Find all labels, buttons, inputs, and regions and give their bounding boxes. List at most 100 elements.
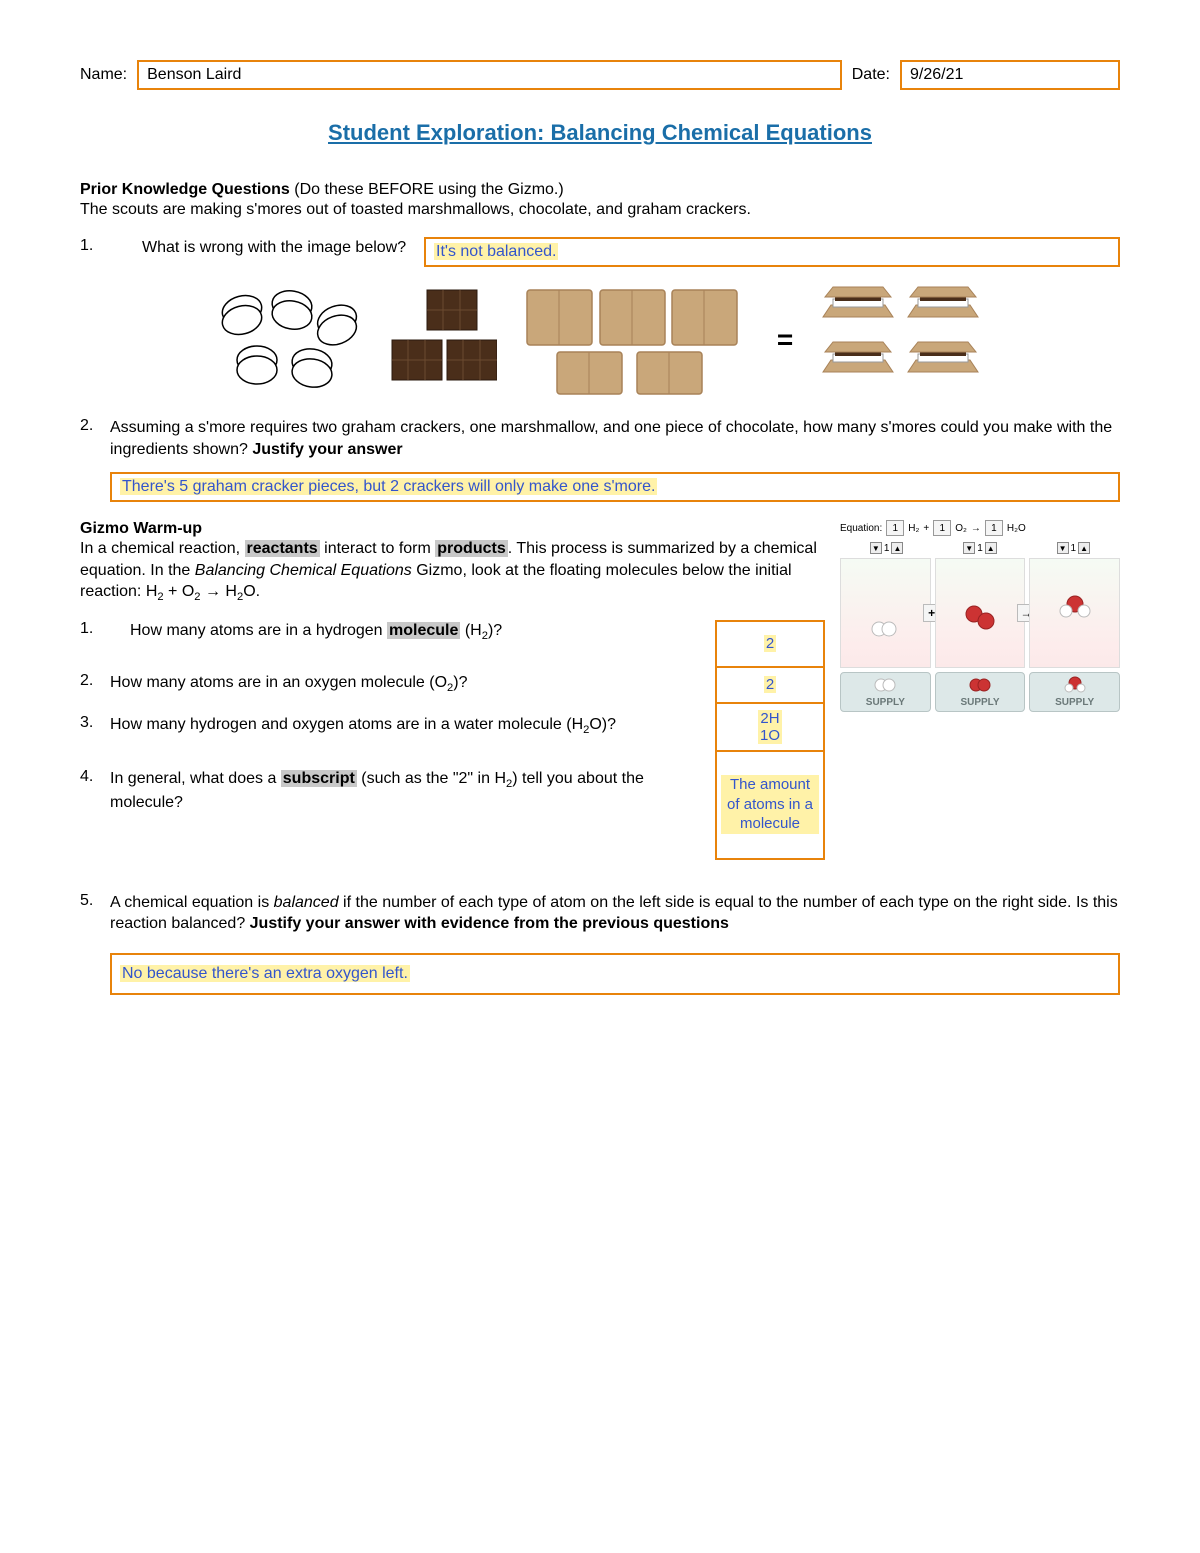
wa4: The amount of atoms in a molecule [721, 775, 819, 834]
up-icon[interactable]: ▲ [891, 542, 903, 554]
term-products: products [435, 540, 507, 557]
wa3-box[interactable]: 2H 1O [715, 702, 825, 752]
prior-q2-row: 2. Assuming a s'more requires two graham… [80, 417, 1120, 460]
supply-h2[interactable]: SUPPLY [840, 672, 931, 712]
q1-text: What is wrong with the image below? [142, 237, 412, 259]
wq5-answer: No because there's an extra oxygen left. [120, 965, 410, 982]
mol-col-h2: + [840, 558, 931, 668]
wa2: 2 [764, 676, 776, 693]
supply-row: SUPPLY SUPPLY SUPPLY [840, 672, 1120, 712]
wq5-answer-box[interactable]: No because there's an extra oxygen left. [110, 953, 1120, 995]
wq1-a: How many atoms are in a hydrogen [130, 622, 387, 639]
q2-number: 2. [80, 417, 110, 435]
gizmo-panel: Equation: 1 H₂ + 1 O₂ → 1 H₂O ▼1▲ ▼1▲ ▼1… [840, 520, 1120, 712]
down-icon[interactable]: ▼ [963, 542, 975, 554]
supply-label: SUPPLY [1055, 697, 1094, 708]
prior-intro: The scouts are making s'mores out of toa… [80, 201, 1120, 219]
wq3-num: 3. [80, 714, 110, 732]
supply-label: SUPPLY [960, 697, 999, 708]
warmup-ital: Balancing Chemical Equations [195, 562, 412, 579]
q1-answer-box[interactable]: It's not balanced. [424, 237, 1120, 267]
wq3-b: O)? [589, 716, 616, 733]
wq5-text: A chemical equation is balanced if the n… [110, 892, 1120, 935]
up-icon[interactable]: ▲ [1078, 542, 1090, 554]
wq4-num: 4. [80, 768, 110, 786]
wa3a: 2H [758, 710, 781, 727]
wa3b: 1O [758, 727, 782, 744]
molecule-area: + → [840, 558, 1120, 668]
warmup-heading: Gizmo Warm-up [80, 520, 202, 537]
crackers-group [522, 282, 752, 397]
wq2-text: How many atoms are in an oxygen molecule… [110, 672, 468, 696]
date-field[interactable]: 9/26/21 [900, 60, 1120, 90]
stepper-h2o[interactable]: ▼1▲ [1057, 542, 1091, 554]
down-icon[interactable]: ▼ [1057, 542, 1069, 554]
wq5-a: A chemical equation is [110, 894, 274, 911]
q2-text: Assuming a s'more requires two graham cr… [110, 417, 1120, 460]
header-row: Name: Benson Laird Date: 9/26/21 [80, 60, 1120, 90]
warmup-pe: + O [164, 583, 195, 600]
wq1-text: How many atoms are in a hydrogen molecul… [130, 620, 502, 644]
wq4-text: In general, what does a subscript (such … [110, 768, 705, 814]
wq1-term: molecule [387, 622, 460, 639]
q1-answer: It's not balanced. [434, 243, 558, 260]
prior-heading: Prior Knowledge Questions [80, 181, 290, 198]
up-icon[interactable]: ▲ [985, 542, 997, 554]
wq1-num: 1. [80, 620, 130, 638]
marshmallows-group [212, 285, 362, 395]
wq2-num: 2. [80, 672, 110, 690]
mol-col-h2o [1029, 558, 1120, 668]
wq3-a: How many hydrogen and oxygen atoms are i… [110, 716, 583, 733]
coef-o2[interactable]: 1 [933, 520, 951, 536]
wq1-b: (H [460, 622, 481, 639]
q1-number: 1. [80, 237, 130, 255]
stepper-h2[interactable]: ▼1▲ [870, 542, 904, 554]
warmup-pg: O. [243, 583, 260, 600]
q2-bold: Justify your answer [252, 441, 402, 458]
prior-q1-row: 1. What is wrong with the image below? I… [80, 237, 1120, 267]
stepper-row: ▼1▲ ▼1▲ ▼1▲ [840, 542, 1120, 554]
smores-illustration: = [80, 282, 1120, 397]
wq5-num: 5. [80, 892, 110, 910]
warmup-q5-row: 5. A chemical equation is balanced if th… [80, 892, 1120, 935]
name-field[interactable]: Benson Laird [137, 60, 842, 90]
supply-h2o[interactable]: SUPPLY [1029, 672, 1120, 712]
wq2-b: )? [453, 674, 467, 691]
wq4-term: subscript [281, 770, 357, 787]
wq2-a: How many atoms are in an oxygen molecule… [110, 674, 447, 691]
prior-sub: (Do these BEFORE using the Gizmo.) [290, 181, 564, 198]
eq-label: Equation: [840, 523, 882, 534]
supply-label: SUPPLY [866, 697, 905, 708]
q2-answer-box[interactable]: There's 5 graham cracker pieces, but 2 c… [110, 472, 1120, 502]
warmup-intro: In a chemical reaction, reactants intera… [80, 538, 825, 605]
warmup-pb: interact to form [320, 540, 436, 557]
wa1-box[interactable]: 2 [715, 620, 825, 668]
wq5-ital: balanced [274, 894, 339, 911]
prior-knowledge-section: Prior Knowledge Questions (Do these BEFO… [80, 181, 1120, 502]
wq4-b: (such as the "2" in H [357, 770, 506, 787]
mol-col-o2: → [935, 558, 1026, 668]
coef-h2o[interactable]: 1 [985, 520, 1003, 536]
q2-answer: There's 5 graham cracker pieces, but 2 c… [120, 478, 657, 495]
wa1: 2 [764, 635, 776, 652]
supply-o2[interactable]: SUPPLY [935, 672, 1026, 712]
warmup-section: Gizmo Warm-up In a chemical reaction, re… [80, 520, 1120, 995]
eq-o2: O₂ [955, 523, 967, 534]
name-label: Name: [80, 66, 127, 84]
term-reactants: reactants [245, 540, 320, 557]
eq-h2: H₂ [908, 523, 919, 534]
smores-result-group [818, 282, 988, 397]
wq1-c: )? [488, 622, 502, 639]
wa2-box[interactable]: 2 [715, 666, 825, 704]
wq3-text: How many hydrogen and oxygen atoms are i… [110, 714, 616, 738]
worksheet-title: Student Exploration: Balancing Chemical … [80, 120, 1120, 146]
warmup-left-column: Gizmo Warm-up In a chemical reaction, re… [80, 520, 825, 881]
chocolates-group [387, 285, 497, 395]
coef-h2[interactable]: 1 [886, 520, 904, 536]
wa4-box[interactable]: The amount of atoms in a molecule [715, 750, 825, 860]
down-icon[interactable]: ▼ [870, 542, 882, 554]
wq5-bold: Justify your answer with evidence from t… [250, 915, 729, 932]
stepper-o2[interactable]: ▼1▲ [963, 542, 997, 554]
warmup-pf: → H [201, 583, 237, 600]
worksheet-page: Name: Benson Laird Date: 9/26/21 Student… [0, 0, 1200, 1075]
